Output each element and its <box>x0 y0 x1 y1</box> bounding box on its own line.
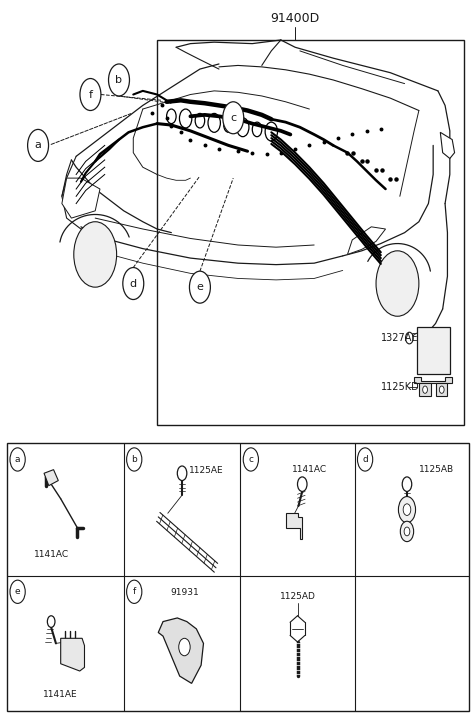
Polygon shape <box>440 132 455 158</box>
Circle shape <box>398 497 416 523</box>
Text: c: c <box>230 113 236 123</box>
Text: 1125AB: 1125AB <box>419 465 454 474</box>
Text: f: f <box>133 587 136 596</box>
Circle shape <box>357 448 373 471</box>
Text: 1125AE: 1125AE <box>189 466 224 475</box>
Circle shape <box>123 268 144 300</box>
Circle shape <box>179 638 190 656</box>
Text: b: b <box>116 75 122 85</box>
Circle shape <box>223 102 244 134</box>
Circle shape <box>400 521 414 542</box>
Text: a: a <box>35 140 41 150</box>
Circle shape <box>423 386 427 393</box>
Circle shape <box>243 448 258 471</box>
Text: 1125KD: 1125KD <box>381 382 419 392</box>
Circle shape <box>439 386 444 393</box>
Text: b: b <box>131 455 137 464</box>
Circle shape <box>48 616 55 627</box>
Circle shape <box>10 448 25 471</box>
Text: d: d <box>130 278 137 289</box>
Text: 1141AE: 1141AE <box>43 690 78 699</box>
Polygon shape <box>347 227 386 254</box>
Text: d: d <box>362 455 368 464</box>
Circle shape <box>28 129 49 161</box>
Circle shape <box>402 477 412 491</box>
Polygon shape <box>44 470 58 486</box>
Text: f: f <box>89 89 92 100</box>
Text: 1141AC: 1141AC <box>292 465 327 474</box>
Text: 91400D: 91400D <box>270 12 320 25</box>
Polygon shape <box>436 383 447 396</box>
Bar <box>157 40 464 425</box>
Circle shape <box>403 504 411 515</box>
Polygon shape <box>419 383 431 396</box>
Polygon shape <box>416 327 450 374</box>
Circle shape <box>406 332 413 344</box>
Text: 91931: 91931 <box>170 588 199 597</box>
Polygon shape <box>62 178 100 218</box>
Text: c: c <box>248 455 253 464</box>
Text: e: e <box>197 282 203 292</box>
Text: 1125AD: 1125AD <box>279 592 316 601</box>
Text: 1327AE: 1327AE <box>381 333 418 343</box>
Circle shape <box>189 271 210 303</box>
Circle shape <box>109 64 129 96</box>
Polygon shape <box>414 377 452 383</box>
Circle shape <box>298 477 307 491</box>
Circle shape <box>127 580 142 603</box>
Polygon shape <box>158 618 204 683</box>
Circle shape <box>10 580 25 603</box>
Circle shape <box>127 448 142 471</box>
Polygon shape <box>286 513 302 539</box>
Text: 1141AC: 1141AC <box>34 550 69 559</box>
Bar <box>7 443 469 711</box>
Circle shape <box>376 251 419 316</box>
Circle shape <box>404 527 410 536</box>
Text: a: a <box>15 455 20 464</box>
Circle shape <box>177 466 187 481</box>
Polygon shape <box>61 638 85 671</box>
Text: e: e <box>15 587 20 596</box>
Circle shape <box>80 79 101 111</box>
Circle shape <box>74 222 117 287</box>
